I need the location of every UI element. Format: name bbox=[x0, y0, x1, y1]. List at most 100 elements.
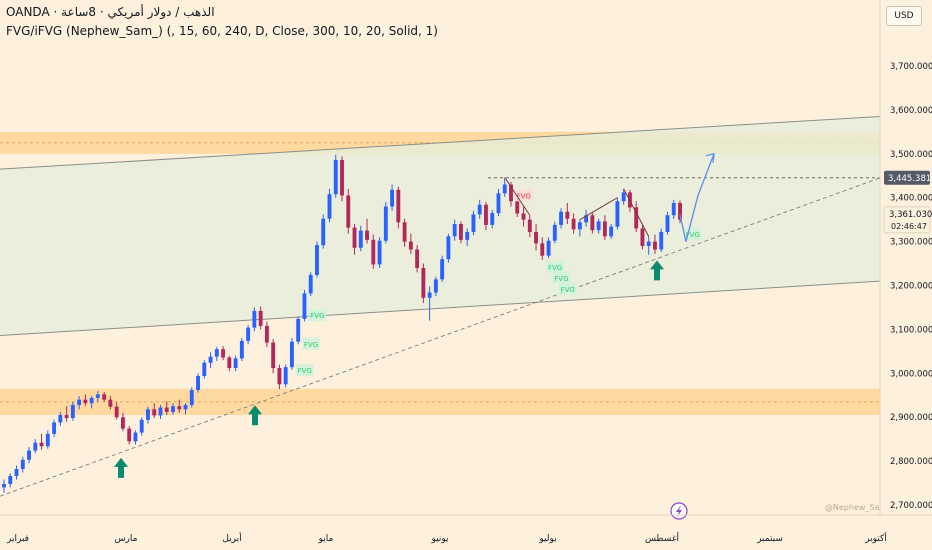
candle[interactable] bbox=[120, 412, 125, 432]
candle[interactable] bbox=[352, 224, 357, 255]
candle[interactable] bbox=[221, 346, 226, 361]
candle[interactable] bbox=[52, 419, 57, 437]
candle[interactable] bbox=[365, 218, 369, 244]
candle[interactable] bbox=[95, 390, 100, 402]
channel-lower-line[interactable] bbox=[0, 280, 881, 337]
candle[interactable] bbox=[465, 228, 470, 246]
candle[interactable] bbox=[678, 200, 682, 224]
candle[interactable] bbox=[83, 394, 88, 406]
candle[interactable] bbox=[302, 289, 307, 322]
candle[interactable] bbox=[283, 364, 288, 388]
candle[interactable] bbox=[471, 210, 476, 236]
candle[interactable] bbox=[189, 387, 194, 408]
candle[interactable] bbox=[164, 401, 169, 416]
candle[interactable] bbox=[102, 391, 107, 402]
candle[interactable] bbox=[252, 307, 257, 332]
lightning-icon[interactable] bbox=[670, 502, 688, 520]
candle[interactable] bbox=[659, 228, 664, 253]
candle[interactable] bbox=[671, 199, 676, 219]
current-price-tag[interactable] bbox=[883, 206, 931, 234]
candle[interactable] bbox=[258, 306, 263, 330]
symbol-legend[interactable]: OANDA · الذهب / دولار أمريكي · 8ساعة bbox=[6, 5, 215, 19]
candle[interactable] bbox=[202, 360, 207, 379]
candle[interactable] bbox=[315, 241, 319, 278]
trendline[interactable] bbox=[0, 177, 881, 497]
candle[interactable] bbox=[383, 202, 388, 244]
candle[interactable] bbox=[289, 338, 294, 370]
candle[interactable] bbox=[665, 211, 670, 235]
candle[interactable] bbox=[239, 338, 244, 362]
candle[interactable] bbox=[577, 219, 582, 237]
candle[interactable] bbox=[8, 473, 13, 488]
structure-line[interactable] bbox=[504, 177, 531, 216]
candle[interactable] bbox=[452, 219, 457, 241]
candle[interactable] bbox=[390, 184, 395, 211]
candle[interactable] bbox=[333, 154, 338, 198]
candle[interactable] bbox=[346, 188, 351, 234]
candle[interactable] bbox=[458, 221, 463, 244]
candle[interactable] bbox=[33, 439, 38, 454]
candle[interactable] bbox=[308, 272, 313, 297]
candle[interactable] bbox=[27, 447, 31, 464]
candle[interactable] bbox=[490, 209, 495, 229]
structure-line[interactable] bbox=[623, 188, 650, 237]
candle[interactable] bbox=[227, 355, 232, 372]
candle[interactable] bbox=[527, 215, 532, 238]
candle[interactable] bbox=[321, 214, 326, 249]
candle[interactable] bbox=[496, 188, 501, 217]
candle[interactable] bbox=[446, 233, 451, 263]
high-price-tag[interactable] bbox=[884, 170, 930, 185]
candle[interactable] bbox=[521, 206, 526, 227]
candle[interactable] bbox=[208, 352, 213, 369]
candle[interactable] bbox=[421, 263, 426, 304]
candle[interactable] bbox=[590, 212, 595, 234]
candle[interactable] bbox=[396, 186, 401, 229]
candle[interactable] bbox=[477, 199, 482, 219]
candle[interactable] bbox=[427, 286, 432, 321]
channel-upper-line[interactable] bbox=[0, 115, 881, 170]
candle[interactable] bbox=[371, 234, 376, 269]
candle[interactable] bbox=[264, 321, 269, 347]
candle[interactable] bbox=[340, 156, 344, 202]
candle[interactable] bbox=[484, 202, 488, 231]
candle[interactable] bbox=[327, 188, 332, 223]
candle[interactable] bbox=[127, 425, 132, 445]
candle[interactable] bbox=[133, 430, 138, 445]
candle[interactable] bbox=[158, 404, 163, 419]
candle[interactable] bbox=[296, 316, 301, 345]
candle[interactable] bbox=[615, 197, 620, 230]
candle[interactable] bbox=[609, 224, 614, 239]
candle[interactable] bbox=[358, 225, 363, 252]
projection-path[interactable] bbox=[679, 153, 715, 242]
candle[interactable] bbox=[114, 402, 119, 420]
candle[interactable] bbox=[440, 255, 445, 282]
candle[interactable] bbox=[277, 364, 282, 390]
candle[interactable] bbox=[70, 401, 75, 421]
candle[interactable] bbox=[621, 188, 626, 205]
candle[interactable] bbox=[183, 403, 188, 415]
candle[interactable] bbox=[89, 396, 94, 409]
currency-button[interactable]: USD bbox=[886, 6, 922, 26]
candle[interactable] bbox=[433, 276, 438, 297]
candle[interactable] bbox=[152, 403, 157, 419]
candle[interactable] bbox=[552, 221, 557, 244]
candle[interactable] bbox=[540, 237, 545, 261]
candle[interactable] bbox=[559, 208, 564, 229]
price-axis[interactable] bbox=[880, 0, 932, 550]
candle[interactable] bbox=[602, 215, 607, 240]
candle[interactable] bbox=[146, 406, 150, 424]
candle[interactable] bbox=[565, 202, 570, 225]
candle[interactable] bbox=[233, 355, 238, 372]
candle[interactable] bbox=[408, 233, 413, 254]
candle[interactable] bbox=[653, 234, 657, 254]
candle[interactable] bbox=[171, 403, 175, 416]
candle[interactable] bbox=[14, 465, 19, 480]
candle[interactable] bbox=[214, 346, 219, 362]
candle[interactable] bbox=[139, 417, 144, 436]
candle[interactable] bbox=[246, 325, 251, 345]
candle[interactable] bbox=[177, 399, 182, 413]
candle[interactable] bbox=[196, 373, 200, 393]
candle[interactable] bbox=[271, 339, 276, 374]
candle[interactable] bbox=[571, 213, 576, 234]
